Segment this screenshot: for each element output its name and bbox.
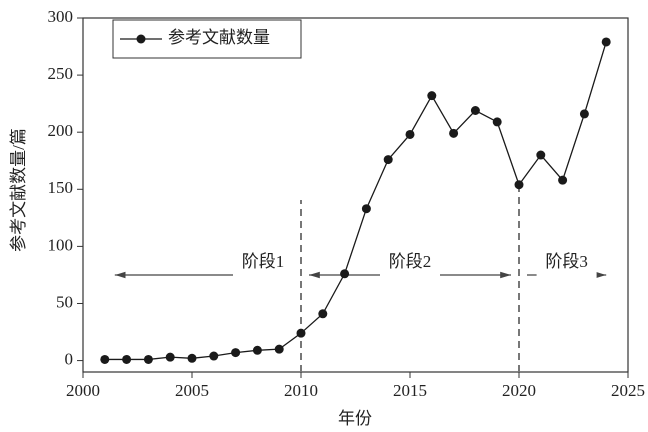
data-point: [274, 344, 284, 354]
y-tick-label: 50: [56, 292, 73, 311]
data-point: [100, 354, 110, 364]
data-point: [340, 269, 350, 279]
data-point: [187, 353, 197, 363]
data-point: [122, 354, 132, 364]
y-tick-label: 300: [48, 7, 74, 26]
phase-label: 阶段2: [389, 252, 432, 271]
phase-label: 阶段3: [545, 252, 588, 271]
phase-label-bg: [536, 261, 597, 289]
data-point: [165, 352, 175, 362]
x-tick-label: 2010: [284, 381, 318, 400]
data-point: [318, 309, 328, 319]
x-axis-label: 年份: [338, 409, 372, 428]
y-tick-label: 250: [48, 64, 74, 83]
legend-label: 参考文献数量: [168, 28, 270, 47]
data-point: [296, 328, 306, 338]
data-point: [231, 348, 241, 358]
data-point: [558, 175, 568, 185]
data-point: [405, 129, 415, 139]
data-point: [470, 105, 480, 115]
data-point: [449, 128, 459, 138]
data-point: [427, 91, 437, 101]
phase-label: 阶段1: [242, 252, 285, 271]
y-tick-label: 200: [48, 121, 74, 140]
y-tick-label: 0: [65, 349, 74, 368]
x-tick-label: 2015: [393, 381, 427, 400]
data-point: [361, 204, 371, 214]
x-tick-label: 2000: [66, 381, 100, 400]
series-line: [104, 41, 607, 361]
data-point: [536, 150, 546, 160]
plot-frame: [82, 17, 629, 373]
data-point: [209, 351, 219, 361]
data-point: [143, 354, 153, 364]
data-point: [601, 37, 611, 47]
x-tick-label: 2005: [175, 381, 209, 400]
x-tick-label: 2025: [611, 381, 645, 400]
y-tick-label: 100: [48, 235, 74, 254]
data-point: [252, 345, 262, 355]
y-tick-label: 150: [48, 178, 74, 197]
phase-label-bg: [233, 261, 293, 289]
y-axis-label: 参考文献数量/篇: [9, 128, 28, 252]
data-point: [579, 109, 589, 119]
data-point: [514, 180, 524, 190]
x-tick-label: 2020: [502, 381, 536, 400]
legend-marker: [136, 34, 146, 44]
data-point: [492, 117, 502, 127]
phase-label-bg: [380, 261, 440, 289]
data-point: [383, 155, 393, 165]
